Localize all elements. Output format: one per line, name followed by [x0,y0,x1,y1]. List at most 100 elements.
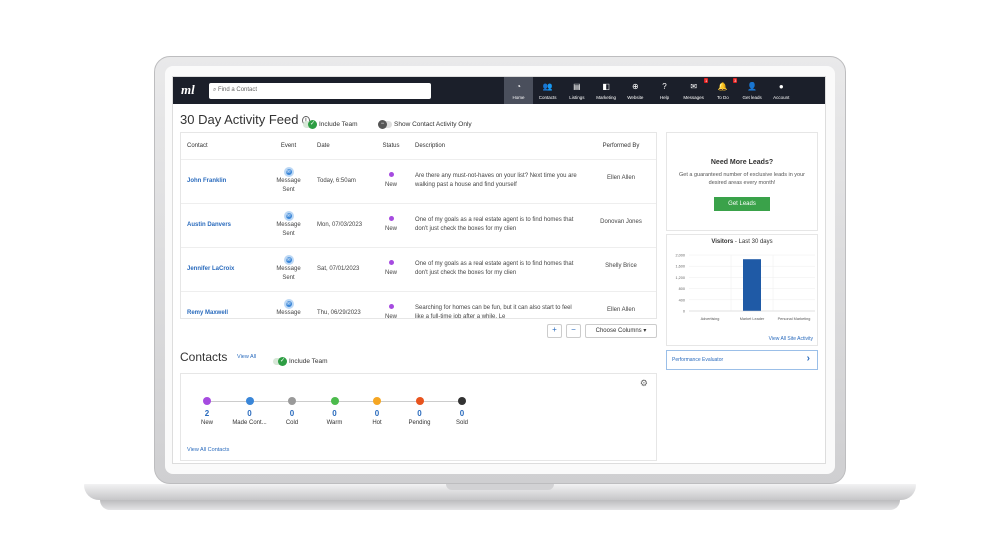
performance-evaluator-label: Performance Evaluator [672,357,724,363]
stage-count: 0 [374,409,380,418]
app-screen: ml ⌕ Find a Contact ◔ Home 👥 Contacts ▤ Listi… [172,76,826,464]
status-dot [388,260,394,265]
stage-label: New [200,420,213,426]
search-input[interactable]: ⌕ Find a Contact [209,83,431,99]
nav-label: Messages [683,95,704,100]
stage-count: 0 [417,409,422,418]
nav-website[interactable]: ⊕ Website [621,77,650,104]
nav-home[interactable]: ◔ Home [504,77,533,104]
contact-link[interactable]: Remy Maxwell [181,291,266,318]
nav-contacts[interactable]: 👥 Contacts [533,77,562,104]
contact-activity-toggle[interactable]: − Show Contact Activity Only [378,116,472,134]
bell-icon: 🔔 [717,82,728,91]
stage-label: Sold [455,420,468,426]
date: Today, 6:50am [311,159,373,204]
nav-marketing[interactable]: ◧ Marketing [592,77,621,104]
y-tick-label: 0 [683,310,685,314]
stage-hot[interactable]: 0 Hot [357,397,397,426]
account-icon: ● [778,82,784,91]
stage-cold[interactable]: 0 Cold [272,397,312,426]
nav-listings[interactable]: ▤ Listings [562,77,591,104]
nav-label: Contacts [538,95,557,100]
status-label: New [384,182,397,188]
nav-help[interactable]: ? Help [650,77,679,104]
remove-button[interactable]: − [566,324,581,338]
description: One of my goals as a real estate agent i… [409,203,586,248]
contacts-title: Contacts [180,350,228,364]
performed-by: Ellen Allen [586,159,656,204]
stage-made-cont-[interactable]: 0 Made Cont... [230,397,270,426]
stage-label: Made Cont... [232,420,267,426]
contacts-panel: ⚙ 2 New 0 Made Cont... 0 Cold 0 Warm 0 Hot 0 Pendin… [180,373,657,461]
stage-new[interactable]: 2 New [187,397,227,426]
chevron-right-icon: › [806,353,810,364]
stage-dot [288,397,296,405]
contacts-include-team-toggle[interactable]: ✓ Include Team [273,353,328,371]
add-button[interactable]: + [547,324,562,338]
message-icon: ✉ [283,211,294,221]
stage-dot [373,397,381,405]
visitors-panel: Visitors - Last 30 days 0 400 800 1,200 1,60… [666,234,818,346]
y-tick-label: 1,600 [675,265,685,269]
globe-icon: ⊕ [631,82,639,91]
contact-link[interactable]: Austin Danvers [181,203,266,248]
stage-dot [203,397,211,405]
home-icon: ◔ [516,82,521,91]
y-tick-label: 1,200 [675,276,685,280]
contact-activity-label: Show Contact Activity Only [394,121,472,129]
mail-icon: ✉ [690,82,698,91]
search-placeholder: Find a Contact [218,87,258,93]
table-row: Remy Maxwell ✉Message Sent Thu, 06/29/20… [181,291,656,318]
nav-label: Account [773,95,790,100]
info-icon[interactable]: i [302,116,310,126]
activity-table-panel: Contact Event Date Status Description Pe… [180,132,657,319]
performance-evaluator-button[interactable]: Performance Evaluator › [666,350,818,370]
nav-label: Help [659,95,670,100]
nav-label: Listings [569,95,585,100]
activity-table: Contact Event Date Status Description Pe… [181,133,656,318]
event-label: Message Sent [276,178,301,193]
visitors-title: Visitors - Last 30 days [667,239,817,245]
y-tick-label: 400 [679,298,685,302]
include-team-toggle[interactable]: ✓ Include Team [303,116,358,134]
status-label: New [384,226,397,232]
table-row: Austin Danvers ✉ Message Sent Mon, 07/03/… [181,203,656,248]
table-row: John Franklin ✉ Message Sent Today, 6:50a… [181,159,656,204]
nav-label: To Do [717,95,729,100]
choose-columns-button[interactable]: Choose Columns ▾ [585,324,657,338]
description: One of my goals as a real estate agent i… [409,247,586,292]
nav-to-do[interactable]: 🔔 To Do 3 [708,77,738,104]
visitors-title-bold: Visitors [711,239,734,245]
leads-title: Need More Leads? [710,159,774,166]
nav-messages[interactable]: ✉ Messages 1 [679,77,709,104]
badge: 3 [733,78,738,83]
contact-link[interactable]: Jennifer LaCroix [181,247,266,292]
stage-pending[interactable]: 0 Pending [400,397,440,426]
nav-get-leads[interactable]: 👤 Get leads [738,77,767,104]
page-title: 30 Day Activity Feed i [180,112,310,127]
stage-label: Pending [408,420,431,426]
performed-by: Ellen Allen [586,291,656,318]
logo[interactable]: ml [181,82,195,97]
status-dot [388,216,394,221]
stage-sold[interactable]: 0 Sold [442,397,482,426]
nav-label: Get leads [742,95,762,100]
x-tick-label: Market Leader [740,317,765,321]
y-tick-label: 800 [679,287,685,291]
visitors-chart: 0 400 800 1,200 1,600 2,000 Advertising Market … [675,254,815,321]
view-all-contacts-link[interactable]: View All Contacts [187,447,230,453]
stage-dot [330,397,339,405]
laptop-base [84,484,916,500]
stage-warm[interactable]: 0 Warm [315,397,355,426]
view-all-link[interactable]: View All [237,354,257,360]
get-leads-button[interactable]: Get Leads [714,197,770,211]
col-status: Status [373,133,409,160]
stage-label: Hot [372,420,382,426]
nav-label: Home [512,95,525,100]
contact-link[interactable]: John Franklin [181,159,266,204]
event-label: Message Sent [276,310,301,316]
col-performed-by: Performed By [586,133,656,160]
nav-account[interactable]: ● Account [767,77,796,104]
view-all-site-activity-link[interactable]: View All Site Activity [768,336,813,342]
gear-icon[interactable]: ⚙ [639,378,648,388]
